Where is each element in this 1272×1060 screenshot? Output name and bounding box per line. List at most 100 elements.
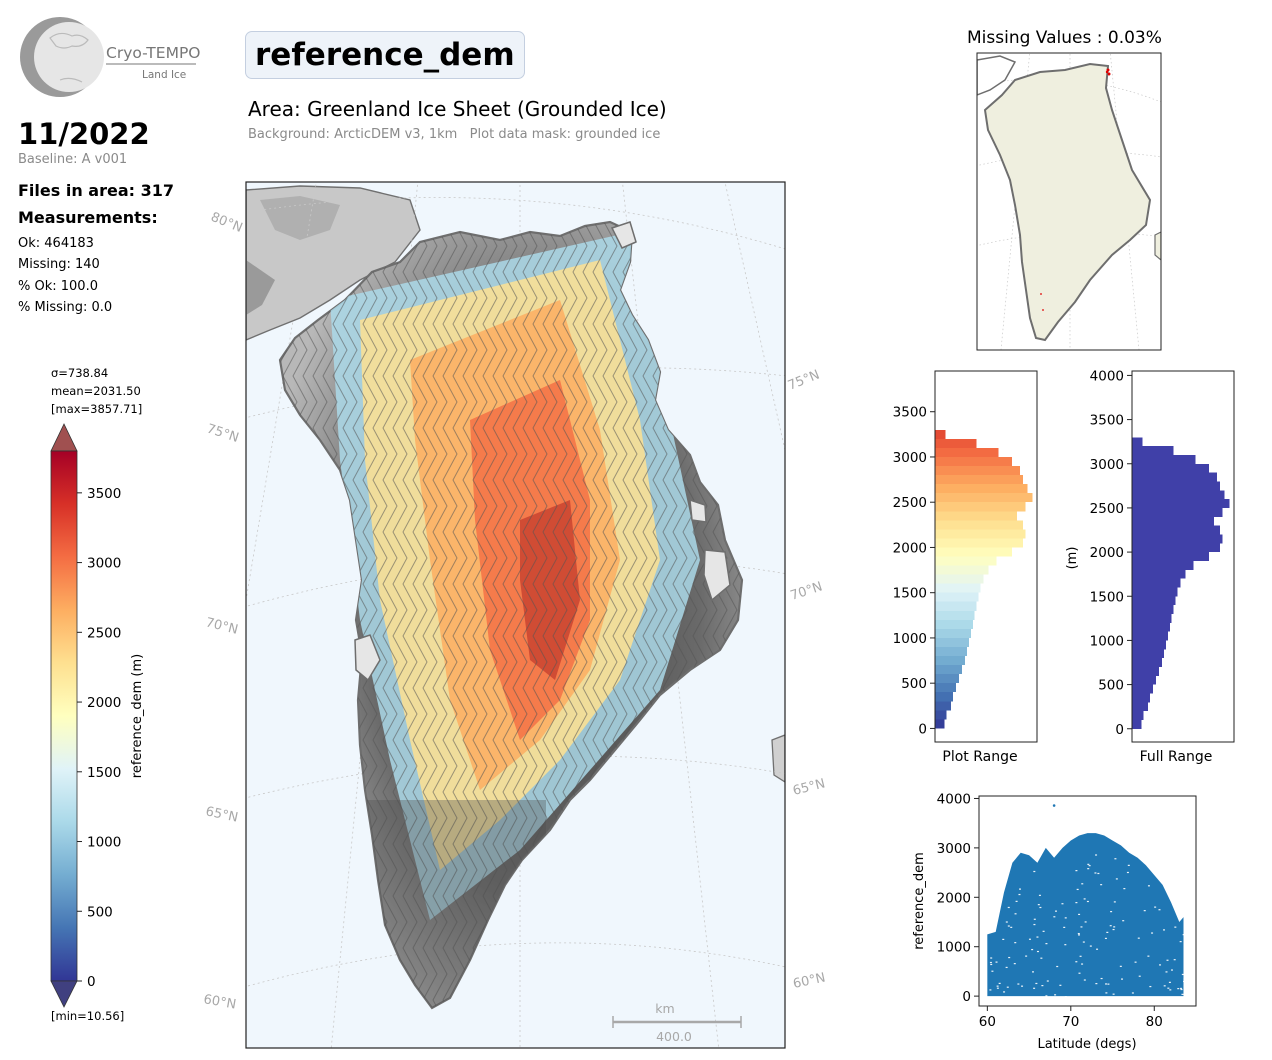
scatter-x-tick-label: 70 [1062, 1014, 1079, 1030]
histogram-bar [1132, 596, 1176, 606]
histogram-bar [935, 619, 974, 629]
scalebar: km 400.0 [612, 1001, 742, 1044]
histogram-bar [1132, 578, 1181, 588]
histogram-bar [1132, 622, 1171, 632]
histogram-tick-label: 3500 [1090, 413, 1124, 429]
histogram-tick-label: 0 [918, 721, 927, 737]
histogram-bar [935, 466, 1021, 476]
parameter-title: reference_dem [245, 31, 525, 79]
histogram-bar [935, 683, 956, 693]
histogram-tick-label: 1000 [1090, 633, 1124, 649]
lat-label-70n: 70°N [204, 615, 239, 637]
colorbar-bar [50, 450, 78, 982]
histogram-tick-label: 2500 [893, 495, 927, 511]
scatter-point-cloud [987, 833, 1184, 997]
lat-label-right-60n: 60°N [792, 970, 827, 991]
histogram-bar [935, 556, 997, 566]
histogram-bar [1132, 631, 1169, 641]
histogram-tick-label: 2500 [1090, 501, 1124, 517]
histogram-bar [1132, 560, 1194, 570]
histogram-bar [1132, 658, 1163, 667]
scatter-y-tick-label: 4000 [937, 791, 971, 807]
histogram-tick-label: 1000 [893, 631, 927, 647]
scatter-ylabel: reference_dem [912, 852, 927, 950]
histogram-bar [935, 484, 1028, 494]
histogram-bar [935, 656, 966, 666]
baseline: Baseline: A v001 [18, 152, 128, 167]
histogram-bar [935, 547, 1012, 557]
histogram-bar [1132, 437, 1143, 447]
histogram-bar [935, 719, 945, 729]
colorbar-tick-label: 2500 [87, 625, 121, 641]
histogram-tick-label: 2000 [1090, 545, 1124, 561]
histogram-bar [935, 438, 977, 448]
area-subtitle: Background: ArcticDEM v3, 1km Plot data … [248, 127, 661, 142]
histogram-bar [935, 529, 1026, 539]
histogram-bar [1132, 543, 1221, 553]
histogram-bar [1132, 552, 1209, 561]
colorbar-min: [min=10.56] [51, 1009, 125, 1023]
histogram-bar [935, 565, 989, 575]
histogram-bar [1132, 693, 1150, 703]
colorbar: 0 500 1000 1500 2000 2500 3000 3500 reference_d… [50, 423, 145, 1008]
histogram-full-range-ylabel: (m) [1065, 547, 1080, 570]
colorbar-tick-label: 3000 [87, 556, 121, 572]
lat-label-80n: 80°N [209, 210, 245, 236]
colorbar-tick-label: 1500 [87, 765, 121, 781]
histogram-tick-label: 3000 [893, 450, 927, 466]
colorbar-tick-label: 0 [87, 974, 96, 990]
histogram-tick-label: 500 [1098, 678, 1124, 694]
lat-label-right-75n: 75°N [786, 368, 822, 394]
histogram-bar [1132, 666, 1160, 676]
histogram-tick-label: 4000 [1090, 368, 1124, 384]
scatter-y-tick-label: 2000 [937, 890, 971, 906]
histogram-tick-label: 3000 [1090, 457, 1124, 473]
map-frame [245, 181, 786, 1049]
lat-label-60n: 60°N [202, 992, 237, 1012]
histogram-bar [935, 674, 959, 684]
histogram-bar [935, 701, 951, 711]
logo-name: Cryo-TEMPO [106, 44, 200, 62]
histogram-bar [935, 429, 946, 439]
colorbar-tick-label: 500 [87, 904, 113, 920]
histogram-plot-range: 0 500 1000 1500 2000 2500 3000 3500 Plot Range [893, 370, 1038, 765]
histogram-bar [1132, 463, 1209, 473]
histogram-bar [1132, 605, 1174, 614]
colorbar-sigma: σ=738.84 [51, 366, 109, 380]
histogram-bar [1132, 711, 1144, 720]
histogram-bar [935, 646, 968, 657]
histogram-bar [935, 628, 972, 638]
histogram-bar [935, 592, 979, 602]
histogram-bar [935, 493, 1033, 503]
colorbar-min-arrow-icon [50, 980, 78, 1008]
histogram-tick-label: 0 [1115, 722, 1124, 738]
scatter-outlier-point [1052, 804, 1056, 807]
histogram-plot-range-xlabel: Plot Range [942, 749, 1017, 765]
histogram-bar [935, 665, 963, 675]
measurements-label: Measurements: [18, 208, 158, 227]
stat-pct-missing: % Missing: 0.0 [18, 300, 113, 315]
histogram-tick-label: 1500 [893, 586, 927, 602]
missing-map-land [983, 62, 1152, 342]
histogram-bar [1132, 719, 1142, 729]
scatter-x-tick-label: 80 [1146, 1014, 1163, 1030]
missing-values-title: Missing Values : 0.03% [967, 28, 1162, 48]
histogram-bar [1132, 587, 1178, 597]
missing-points [1040, 68, 1111, 311]
histogram-bar [935, 447, 999, 457]
histogram-bar [935, 574, 984, 584]
histogram-bar [1132, 702, 1148, 712]
histogram-bar [1132, 534, 1223, 544]
histogram-bar [935, 502, 1026, 512]
colorbar-label: reference_dem (m) [130, 654, 145, 778]
histogram-bar [1132, 569, 1186, 579]
histogram-bar [935, 520, 1024, 530]
histogram-bar [1132, 446, 1174, 455]
lat-label-right-65n: 65°N [791, 776, 826, 798]
histogram-bar [935, 710, 947, 720]
lat-label-right-70n: 70°N [789, 579, 825, 603]
scatter-y-tick-label: 3000 [937, 841, 971, 857]
histogram-bar [1132, 481, 1221, 491]
